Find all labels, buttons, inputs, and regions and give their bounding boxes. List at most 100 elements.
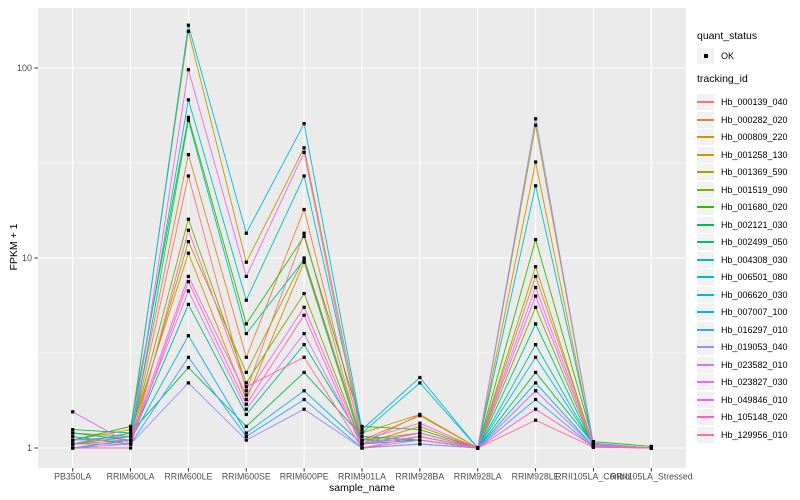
data-point <box>302 389 306 393</box>
data-point <box>360 438 364 442</box>
data-point <box>71 442 75 446</box>
data-point <box>129 438 133 442</box>
data-point <box>186 381 190 385</box>
data-point <box>244 389 248 393</box>
legend-key-swatch <box>697 426 714 443</box>
data-point <box>71 434 75 439</box>
legend-item-Hb_000139_040: Hb_000139_040 <box>697 94 788 110</box>
data-point <box>360 431 364 435</box>
legend-item-Hb_001369_590: Hb_001369_590 <box>697 164 788 180</box>
legend-line-icon <box>697 346 714 348</box>
legend-key-swatch <box>697 374 714 390</box>
legend-line-icon <box>697 276 714 278</box>
data-point <box>186 29 190 33</box>
legend-line-icon <box>697 416 714 418</box>
legend-item-ok: OK <box>697 48 734 64</box>
legend-key-ok <box>697 48 714 64</box>
data-point <box>244 397 248 402</box>
data-point <box>186 240 190 244</box>
data-point <box>244 438 248 442</box>
legend-title-quant-status: quant_status <box>697 30 758 42</box>
data-point <box>418 431 422 435</box>
data-point <box>129 442 133 446</box>
data-point <box>418 442 422 446</box>
legend-key-swatch <box>697 409 714 425</box>
legend-item-Hb_001258_130: Hb_001258_130 <box>697 146 788 163</box>
legend-line-icon <box>697 171 714 173</box>
data-point <box>302 256 306 260</box>
legend-line-icon <box>697 223 714 226</box>
data-point <box>244 393 248 397</box>
data-point <box>534 343 538 347</box>
legend-line-icon <box>697 136 714 138</box>
legend-tracking-items: Hb_000139_040 Hb_000282_020 Hb_000809_220 H… <box>697 94 788 444</box>
data-point <box>534 294 538 298</box>
legend-item-Hb_049846_010: Hb_049846_010 <box>697 391 788 408</box>
data-point <box>302 174 306 178</box>
data-point <box>244 355 248 359</box>
x-tick-label: PB350LA <box>54 472 91 482</box>
legend-label: Hb_001258_130 <box>721 149 788 160</box>
data-point <box>129 434 133 439</box>
legend-item-Hb_023582_010: Hb_023582_010 <box>697 356 788 373</box>
data-point <box>302 150 306 154</box>
x-tick-label: RRIM928LE <box>512 472 560 482</box>
legend-line-icon <box>697 206 714 208</box>
legend-item-Hb_105148_020: Hb_105148_020 <box>697 409 788 425</box>
legend-label: Hb_002499_050 <box>721 237 788 247</box>
data-point <box>534 184 538 188</box>
data-point <box>302 231 306 235</box>
data-point <box>244 332 248 336</box>
data-point <box>418 434 422 439</box>
legend-label: Hb_001519_090 <box>721 184 788 195</box>
data-point <box>302 234 306 238</box>
legend-item-Hb_019053_040: Hb_019053_040 <box>697 339 788 355</box>
x-tick-label: RRIM600SE <box>222 472 271 482</box>
data-point <box>244 370 248 374</box>
data-point <box>418 381 422 385</box>
data-point <box>418 428 422 432</box>
data-point <box>71 446 75 450</box>
data-point <box>186 228 190 232</box>
data-point <box>534 389 538 393</box>
legend-label: Hb_000809_220 <box>721 132 788 142</box>
data-point <box>534 285 538 289</box>
legend-key-swatch <box>697 251 714 268</box>
data-point <box>534 160 538 164</box>
y-tick-label: 1 <box>27 443 32 453</box>
legend-key-swatch <box>697 304 714 320</box>
data-point <box>302 258 306 262</box>
data-point <box>302 343 306 347</box>
data-point <box>302 397 306 402</box>
y-axis-title: FPKM + 1 <box>8 223 20 271</box>
data-point <box>186 280 190 284</box>
x-tick-label: RRIM901LA <box>338 472 386 482</box>
data-point <box>418 424 422 428</box>
x-tick-label: RRIM600LA <box>107 472 155 482</box>
data-point <box>244 434 248 439</box>
data-point <box>186 289 190 293</box>
data-point <box>302 207 306 212</box>
data-point <box>186 251 190 255</box>
data-point <box>244 231 248 235</box>
data-point <box>244 412 248 417</box>
data-point <box>534 322 538 326</box>
data-point <box>302 370 306 374</box>
x-tick-label: RRIM928LA <box>454 472 502 482</box>
legend-line-icon <box>697 311 714 313</box>
data-point <box>360 446 364 450</box>
data-point <box>129 428 133 432</box>
legend-line-icon <box>697 241 714 243</box>
legend-key-swatch <box>697 234 714 250</box>
data-point <box>534 305 538 309</box>
data-point <box>534 117 538 121</box>
legend-key-swatch <box>697 199 714 215</box>
data-point <box>186 68 190 72</box>
legend-label-ok: OK <box>721 51 735 61</box>
legend-label: Hb_002121_030 <box>721 219 788 230</box>
legend-line-icon <box>697 328 714 331</box>
legend-key-swatch <box>697 181 714 198</box>
data-point <box>129 446 133 450</box>
data-point <box>129 424 133 428</box>
